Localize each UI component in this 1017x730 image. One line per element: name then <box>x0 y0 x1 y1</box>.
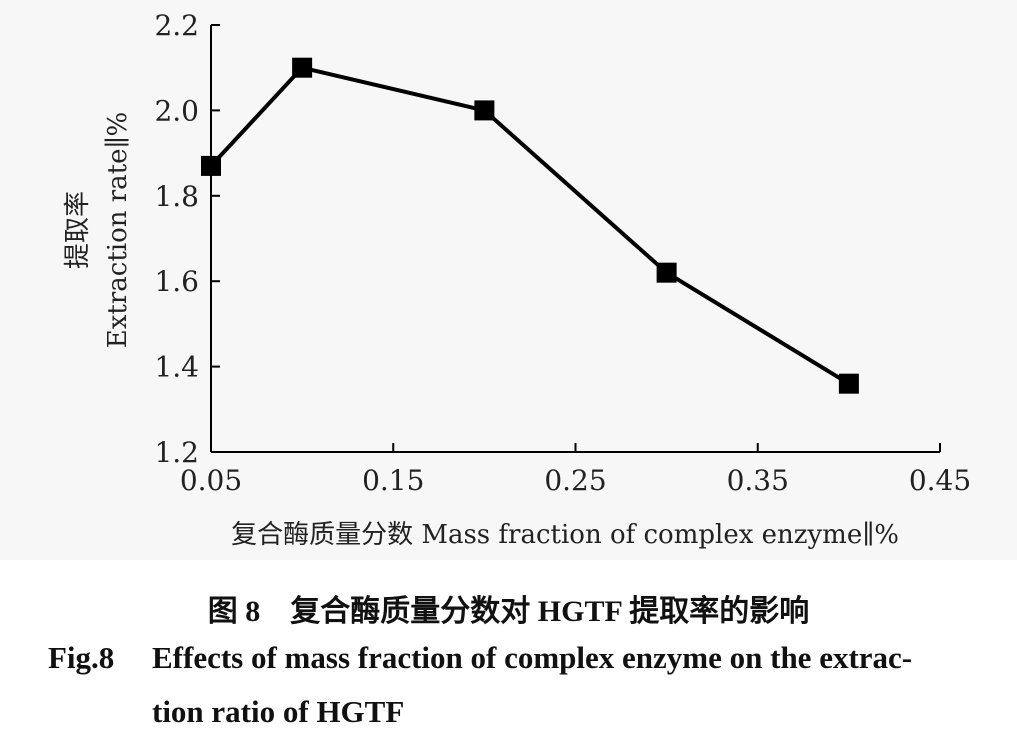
y-tick-label: 1.2 <box>154 436 199 469</box>
data-point-marker <box>474 100 495 121</box>
x-axis-title: 复合酶质量分数 Mass fraction of complex enzyme∥… <box>231 520 899 550</box>
data-point-marker <box>292 57 313 78</box>
x-tick-label: 0.35 <box>727 464 789 497</box>
figure-number: Fig.8 <box>48 640 115 675</box>
y-tick-label: 2.0 <box>154 94 199 127</box>
series-line <box>209 65 850 386</box>
figure-caption-english-line1: Fig.8 Effects of mass fraction of complex… <box>48 640 988 676</box>
y-tick-label: 2.2 <box>154 9 199 42</box>
y-axis-ticks: 1.2 1.4 1.6 1.8 2.0 2.2 <box>154 9 220 469</box>
data-point-marker <box>838 373 859 394</box>
y-tick-label: 1.6 <box>154 265 199 298</box>
figure-caption-english-text: Effects of mass fraction of complex enzy… <box>152 640 913 675</box>
axes <box>210 25 940 453</box>
y-axis-title-en: Extraction rate∥% <box>103 112 133 349</box>
y-axis-title-cn: 提取率 <box>63 191 93 269</box>
x-axis-ticks: 0.05 0.15 0.25 0.35 0.45 <box>180 443 971 497</box>
y-tick-label: 1.8 <box>154 180 199 213</box>
data-point-marker <box>656 262 677 283</box>
figure-caption-chinese: 图 8 复合酶质量分数对 HGTF 提取率的影响 <box>207 595 810 628</box>
x-tick-label: 0.25 <box>544 464 606 497</box>
series-group <box>201 57 859 394</box>
line-chart: 1.21.41.61.82.02.2 0.05 0.15 0.25 0.35 0.45 … <box>63 9 971 550</box>
figure-caption-english-line2: tion ratio of HGTF <box>152 694 405 729</box>
x-tick-label: 0.45 <box>909 464 971 497</box>
plot-area: 1.2 1.4 1.6 1.8 2.0 2.2 0.05 0.15 0.25 0.35 0.45 … <box>63 9 972 550</box>
x-tick-label: 0.15 <box>362 464 424 497</box>
x-tick-label: 0.05 <box>180 464 242 497</box>
data-point-marker <box>201 155 221 176</box>
y-tick-label: 1.4 <box>154 351 199 384</box>
